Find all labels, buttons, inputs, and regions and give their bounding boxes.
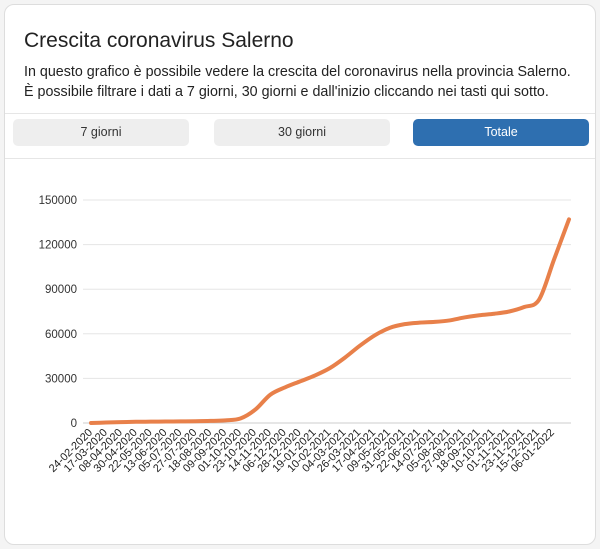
y-tick-label: 120000 <box>39 240 77 252</box>
y-tick-label: 90000 <box>45 284 77 296</box>
page-title: Crescita coronavirus Salerno <box>24 29 294 52</box>
filter-7-days-button[interactable]: 7 giorni <box>13 119 189 146</box>
filter-30-days-button[interactable]: 30 giorni <box>214 119 390 146</box>
filter-bar: 7 giorni 30 giorni Totale <box>5 113 595 159</box>
y-tick-label: 30000 <box>45 373 77 385</box>
series-line <box>89 217 571 425</box>
growth-line-chart: 030000600009000012000015000024-02-202017… <box>39 195 571 475</box>
chart-card: Crescita coronavirus Salerno In questo g… <box>4 4 596 545</box>
y-tick-label: 60000 <box>45 329 77 341</box>
y-tick-label: 0 <box>71 418 77 430</box>
filter-total-button[interactable]: Totale <box>413 119 589 146</box>
y-tick-label: 150000 <box>39 195 77 207</box>
chart-description: In questo grafico è possibile vedere la … <box>24 64 571 100</box>
